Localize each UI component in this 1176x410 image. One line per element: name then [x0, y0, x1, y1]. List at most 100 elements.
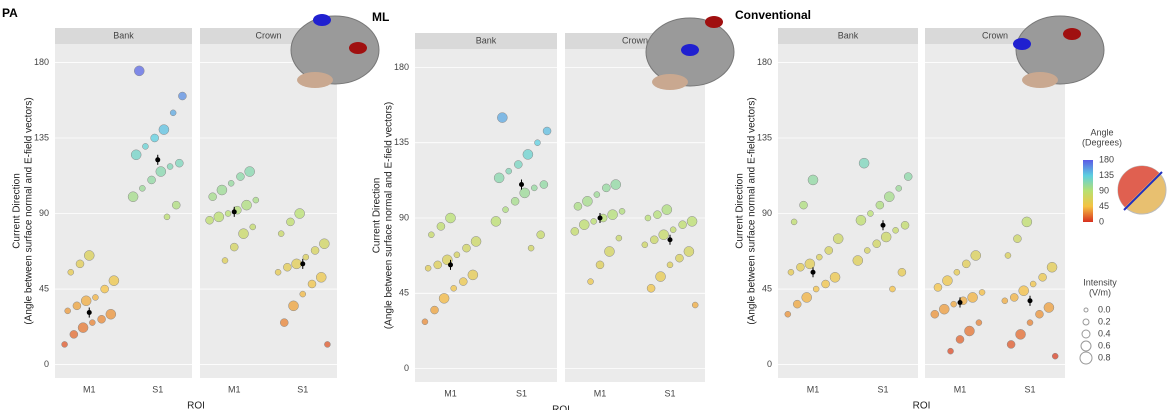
data-point	[642, 242, 648, 248]
y-tick-label: 45	[39, 283, 49, 293]
data-point	[942, 276, 952, 286]
size-key	[1083, 319, 1089, 325]
x-tick-label: M1	[228, 384, 241, 394]
data-point	[531, 185, 537, 191]
data-point	[788, 269, 794, 275]
data-point	[172, 201, 180, 209]
data-point	[139, 185, 145, 191]
data-point	[656, 272, 666, 282]
size-label: 0.8	[1098, 352, 1111, 362]
x-tick-label: M1	[444, 388, 457, 398]
x-tick-label: M1	[807, 384, 820, 394]
data-point	[662, 205, 672, 215]
data-point	[1016, 329, 1026, 339]
data-point	[653, 211, 661, 219]
data-point	[1052, 353, 1058, 359]
data-point	[791, 219, 797, 225]
panel-background	[200, 44, 337, 378]
chart-title: ML	[372, 10, 389, 24]
facet-label: Crown	[982, 30, 1008, 40]
data-point	[822, 280, 830, 288]
data-point	[425, 265, 431, 271]
data-point	[856, 215, 866, 225]
data-point	[893, 227, 899, 233]
data-point	[579, 220, 589, 230]
x-tick-label: M1	[83, 384, 96, 394]
data-point	[65, 308, 71, 314]
data-point	[816, 254, 822, 260]
data-point	[303, 254, 309, 260]
data-point	[292, 259, 302, 269]
data-point	[537, 231, 545, 239]
data-point	[434, 261, 442, 269]
colorbar	[1083, 160, 1093, 222]
data-point	[901, 221, 909, 229]
data-point	[800, 201, 808, 209]
x-axis-label: ROI	[187, 401, 205, 410]
data-point	[675, 254, 683, 262]
mean-marker	[881, 223, 886, 228]
data-point	[962, 260, 970, 268]
data-point	[156, 167, 166, 177]
y-tick-label: 135	[757, 132, 772, 142]
legend-title: (Degrees)	[1082, 137, 1122, 147]
data-point	[159, 125, 169, 135]
y-tick-label: 45	[762, 283, 772, 293]
data-point	[964, 326, 974, 336]
data-point	[1002, 298, 1008, 304]
data-point	[1010, 293, 1018, 301]
facet-label: Bank	[838, 30, 859, 40]
data-point	[236, 173, 244, 181]
data-point	[884, 192, 894, 202]
data-point	[142, 143, 148, 149]
data-point	[98, 315, 106, 323]
data-point	[222, 258, 228, 264]
coil-marker	[1013, 38, 1031, 50]
y-tick-label: 0	[767, 359, 772, 369]
colorbar-label: 180	[1099, 154, 1114, 164]
data-point	[503, 207, 509, 213]
data-point	[864, 247, 870, 253]
mean-marker	[1028, 298, 1033, 303]
data-point	[939, 304, 949, 314]
data-point	[278, 231, 284, 237]
data-point	[594, 192, 600, 198]
data-point	[881, 232, 891, 242]
brain-stem	[297, 72, 333, 88]
data-point	[896, 185, 902, 191]
data-point	[670, 227, 676, 233]
y-tick-label: 180	[34, 57, 49, 67]
coil-marker	[349, 42, 367, 54]
data-point	[687, 216, 697, 226]
y-axis-label: Current Direction	[735, 173, 746, 249]
legend-title: Angle	[1090, 127, 1113, 137]
data-point	[659, 230, 669, 240]
data-point	[81, 296, 91, 306]
x-tick-label: S1	[516, 388, 527, 398]
mean-marker	[155, 157, 160, 162]
data-point	[167, 164, 173, 170]
data-point	[611, 180, 621, 190]
data-point	[62, 341, 68, 347]
y-tick-label: 180	[757, 57, 772, 67]
data-point	[1044, 303, 1054, 313]
facet-label: Crown	[622, 35, 648, 45]
y-axis-label: (Angle between surface normal and E-fiel…	[384, 102, 395, 329]
data-point	[591, 218, 597, 224]
colorbar-label: 135	[1099, 170, 1114, 180]
colorbar-label: 90	[1099, 185, 1109, 195]
data-point	[164, 214, 170, 220]
data-point	[574, 202, 582, 210]
x-axis-label: ROI	[913, 401, 931, 410]
coil-marker	[681, 44, 699, 56]
data-point	[428, 232, 434, 238]
data-point	[230, 243, 238, 251]
data-point	[511, 197, 519, 205]
mean-marker	[598, 216, 603, 221]
legend-title: Intensity	[1083, 277, 1117, 287]
data-point	[214, 212, 224, 222]
data-point	[588, 279, 594, 285]
coil-marker	[1063, 28, 1081, 40]
data-point	[867, 211, 873, 217]
data-point	[148, 176, 156, 184]
